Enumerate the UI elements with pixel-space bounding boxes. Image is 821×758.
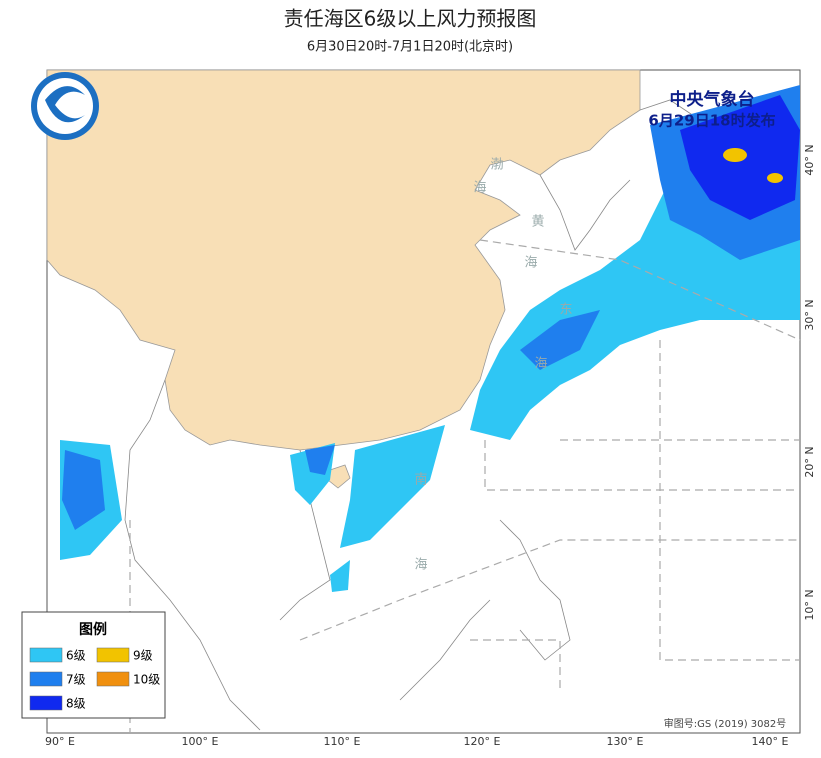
longitude-label: 120° E xyxy=(464,735,501,748)
issuer-name: 中央气象台 xyxy=(670,89,755,110)
legend-label: 7级 xyxy=(66,673,86,687)
sea-label: 南 xyxy=(414,472,427,488)
longitude-label: 100° E xyxy=(182,735,219,748)
wind-area xyxy=(340,425,445,548)
wind-area xyxy=(330,560,350,592)
sea-label: 东 xyxy=(559,303,572,318)
legend: 图例 6级 9级 7级 10级 8级 xyxy=(21,611,166,719)
legend-swatch xyxy=(29,647,63,663)
latitude-label: 10° N xyxy=(803,589,816,620)
longitude-label: 130° E xyxy=(607,735,644,748)
china-land xyxy=(46,69,641,451)
wind-area xyxy=(520,310,600,370)
area-boundaries xyxy=(129,239,801,733)
logo xyxy=(45,86,85,123)
longitude-label: 110° E xyxy=(324,735,361,748)
land-outline xyxy=(499,519,571,661)
legend-swatch xyxy=(96,671,130,687)
legend-swatch xyxy=(29,671,63,687)
wind-area xyxy=(723,148,747,162)
legend-title: 图例 xyxy=(79,621,107,638)
approval-number: 审图号:GS (2019) 3082号 xyxy=(664,717,787,730)
legend-label: 10级 xyxy=(133,673,160,687)
map-body: 中央气象台 6月29日18时发布 审图号:GS (2019) 3082号 xyxy=(31,69,801,734)
wind-area xyxy=(62,450,105,530)
legend-swatch xyxy=(29,695,63,711)
sea-label: 海 xyxy=(524,256,537,271)
sea-label: 海 xyxy=(534,357,547,372)
longitude-label: 140° E xyxy=(752,735,789,748)
title: 责任海区6级以上风力预报图 xyxy=(284,7,537,31)
legend-label: 6级 xyxy=(66,649,86,663)
sea-label: 海 xyxy=(414,558,427,573)
land-outline xyxy=(124,379,261,731)
legend-label: 9级 xyxy=(133,649,153,663)
subtitle: 6月30日20时-7月1日20时(北京时) xyxy=(307,40,513,55)
wind-area xyxy=(305,445,335,475)
legend-swatch xyxy=(96,647,130,663)
land-outline xyxy=(539,174,631,251)
sea-label: 黄 xyxy=(531,215,544,230)
wind-area xyxy=(767,173,783,183)
longitude-label: 90° E xyxy=(45,735,75,748)
land-outline xyxy=(399,599,491,701)
sea-label: 海 xyxy=(473,181,486,196)
legend-label: 8级 xyxy=(66,697,86,711)
issuer-time: 6月29日18时发布 xyxy=(648,112,775,130)
latitude-label: 30° N xyxy=(803,299,816,330)
latitude-label: 40° N xyxy=(803,144,816,175)
sea-label: 渤 xyxy=(490,157,503,173)
latitude-label: 20° N xyxy=(803,446,816,477)
